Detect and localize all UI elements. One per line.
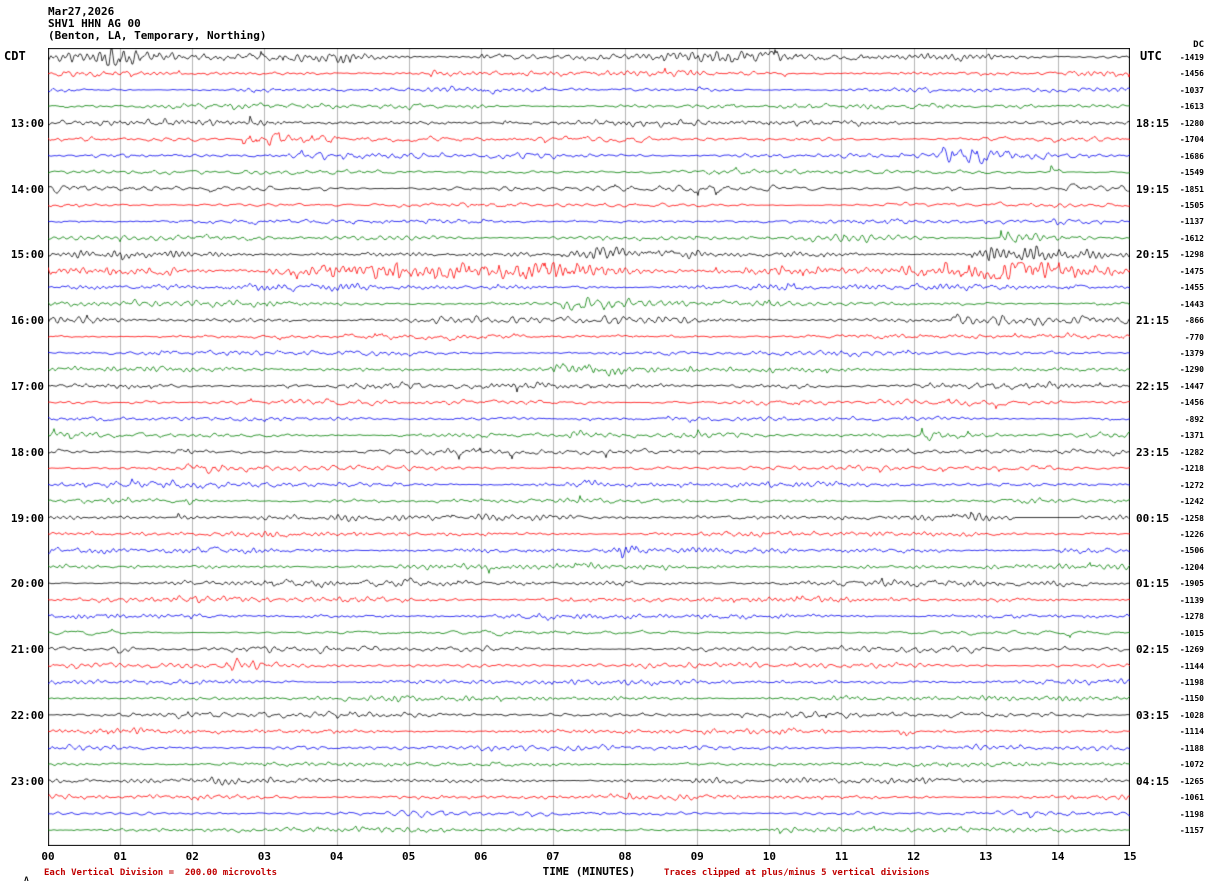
dc-value: -1475 [1179,266,1204,276]
x-tick-label: 13 [979,850,993,863]
x-tick-label: 02 [185,850,199,863]
dc-value: -1137 [1179,217,1204,227]
left-time-label: 18:00 [10,445,44,459]
left-time-label: 16:00 [10,314,44,328]
dc-value: -1419 [1179,53,1204,62]
dc-value: -1447 [1179,381,1204,391]
x-tick-label: 05 [402,850,416,863]
dc-value: -1198 [1179,809,1204,819]
right-time-label: 04:15 [1136,774,1170,788]
left-time-label: 21:00 [10,643,44,657]
dc-value: -1455 [1179,283,1204,293]
dc-value: -1198 [1179,677,1204,687]
dc-value: -1290 [1179,365,1204,375]
x-tick-label: 04 [329,850,344,863]
x-tick-label: 08 [618,850,632,863]
dc-value: -1371 [1179,431,1204,441]
dc-value: -1278 [1179,612,1204,622]
header-date: Mar27,2026 [48,5,115,18]
dc-value: -1379 [1179,349,1204,359]
dc-value: -1272 [1179,480,1204,490]
dc-value: -1037 [1179,85,1204,95]
dc-value: -1506 [1179,546,1204,556]
dc-value: -1226 [1179,529,1204,539]
x-tick-label: 14 [1051,850,1065,863]
dc-value: -1188 [1179,743,1204,753]
left-time-label: 17:00 [10,379,44,393]
dc-column-header: DC [1193,40,1204,50]
left-time-label: 14:00 [10,182,44,196]
dc-value: -1265 [1179,776,1204,786]
right-time-label: 03:15 [1136,708,1170,722]
dc-value: -1269 [1179,645,1204,655]
dc-value: -1851 [1179,184,1204,194]
right-time-label: 01:15 [1136,577,1170,591]
right-time-label: 22:15 [1136,379,1170,393]
x-tick-label: 12 [906,850,921,863]
dc-value: -1061 [1179,793,1204,803]
right-time-label: 02:15 [1136,643,1170,657]
corner-mark: ʌ [24,874,29,883]
x-tick-label: 06 [474,850,488,863]
x-tick-label: 10 [762,850,776,863]
dc-value: -1204 [1179,562,1204,572]
dc-value: -1456 [1179,398,1204,408]
dc-value: -1280 [1179,118,1204,128]
dc-value: -1258 [1179,513,1204,523]
x-tick-label: 15 [1123,850,1137,863]
right-time-label: 19:15 [1136,182,1170,196]
right-time-label: 20:15 [1136,248,1170,262]
left-timezone-label: CDT [4,49,26,63]
dc-value: -1015 [1179,628,1204,638]
dc-value: -1443 [1179,299,1204,309]
x-tick-label: 00 [41,850,55,863]
x-tick-label: 03 [257,850,272,863]
dc-value: -1505 [1179,201,1204,211]
seismogram-canvas [48,48,1130,846]
dc-value: -1028 [1179,710,1204,720]
dc-value: -1549 [1179,168,1204,178]
dc-value: -892 [1184,414,1204,424]
dc-value: -1456 [1179,69,1204,79]
dc-value: -770 [1184,332,1204,342]
dc-value: -1905 [1179,579,1204,589]
left-time-label: 15:00 [10,248,44,262]
right-time-label: 23:15 [1136,445,1170,459]
dc-value: -1686 [1179,151,1204,161]
dc-value: -1298 [1179,250,1204,260]
dc-value: -1282 [1179,447,1204,457]
dc-value: -1072 [1179,760,1204,770]
dc-value: -1114 [1179,727,1204,737]
left-time-label: 20:00 [10,577,44,591]
dc-value: -1157 [1179,826,1204,835]
header-station: SHV1 HHN AG 00 [48,17,141,30]
right-time-label: 18:15 [1136,116,1170,130]
left-time-label: 13:00 [10,116,44,130]
clip-note: Traces clipped at plus/minus 5 vertical … [664,868,930,878]
header-location: (Benton, LA, Temporary, Northing) [48,29,267,42]
x-tick-label: 09 [690,850,704,863]
right-time-label: 00:15 [1136,511,1170,525]
right-timezone-label: UTC [1140,49,1162,63]
dc-value: -1613 [1179,102,1204,112]
dc-value: -1704 [1179,135,1204,145]
left-time-label: 19:00 [10,511,44,525]
left-time-label: 22:00 [10,708,44,722]
dc-value: -866 [1184,316,1204,326]
x-tick-label: 01 [113,850,127,863]
x-axis-title: TIME (MINUTES) [542,865,636,878]
dc-value: -1144 [1179,661,1204,671]
dc-value: -1150 [1179,694,1204,704]
dc-value: -1139 [1179,595,1204,605]
dc-value: -1218 [1179,464,1204,474]
dc-value: -1612 [1179,233,1204,243]
right-time-label: 21:15 [1136,314,1170,328]
x-tick-label: 11 [834,850,849,863]
scale-note: Each Vertical Division = 200.00 microvol… [44,868,277,878]
dc-value: -1242 [1179,497,1204,507]
left-time-label: 23:00 [10,774,44,788]
x-tick-label: 07 [546,850,560,863]
